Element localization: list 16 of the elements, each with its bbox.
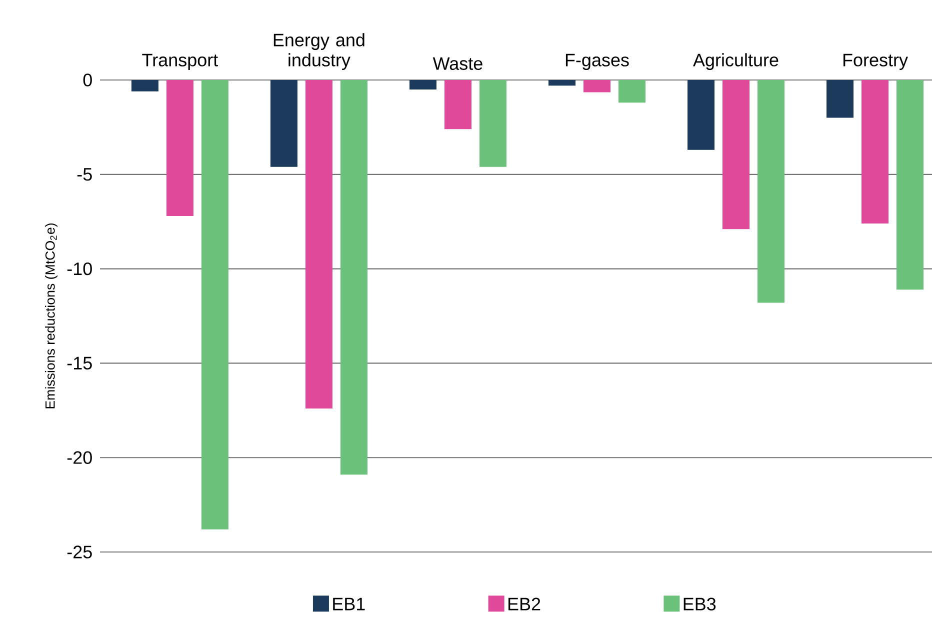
y-axis-title: Emissions reductions (MtCO$_{2}$e) (45, 224, 58, 408)
legend-label: EB2 (508, 598, 540, 610)
x-tick-label: Energy and industry (274, 33, 364, 70)
x-tick-label: Waste (432, 57, 482, 70)
x-tick-label: Transport (142, 54, 218, 70)
y-tick-label: -15 (67, 356, 92, 370)
y-tick-label: 0 (83, 74, 92, 86)
y-tick-label: -25 (67, 546, 92, 558)
y-tick-label: -10 (67, 262, 92, 276)
x-tick-label: F-gases (566, 54, 629, 70)
x-tick-label: Agriculture (693, 53, 778, 70)
legend-label: EB3 (684, 598, 716, 610)
x-tick-label: Forestry (843, 54, 908, 70)
y-tick-label: -5 (77, 168, 92, 181)
y-tick-label: -20 (67, 451, 92, 464)
legend-label: EB1 (333, 598, 365, 610)
